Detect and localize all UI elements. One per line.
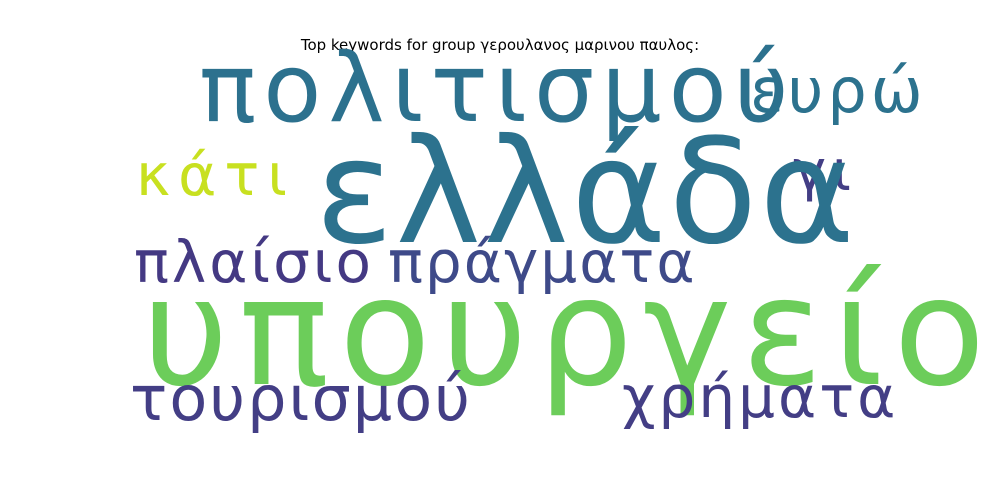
- keyword-word: τουρισμού: [130, 362, 473, 435]
- keyword-word: ελλάδα: [315, 108, 857, 277]
- chart-title: Top keywords for group γερουλανος μαρινο…: [300, 36, 700, 54]
- keyword-word: ευρώ: [750, 54, 927, 127]
- keyword-word: πολιτισμού: [199, 34, 796, 144]
- keyword-word: πράγματα: [388, 228, 697, 296]
- keyword-word: χρήματα: [622, 363, 899, 431]
- keyword-word: κάτι: [136, 141, 295, 209]
- keyword-word: υπουργείο: [142, 246, 996, 420]
- keyword-word: γι: [793, 139, 858, 204]
- keyword-word: πλαίσιο: [134, 228, 374, 296]
